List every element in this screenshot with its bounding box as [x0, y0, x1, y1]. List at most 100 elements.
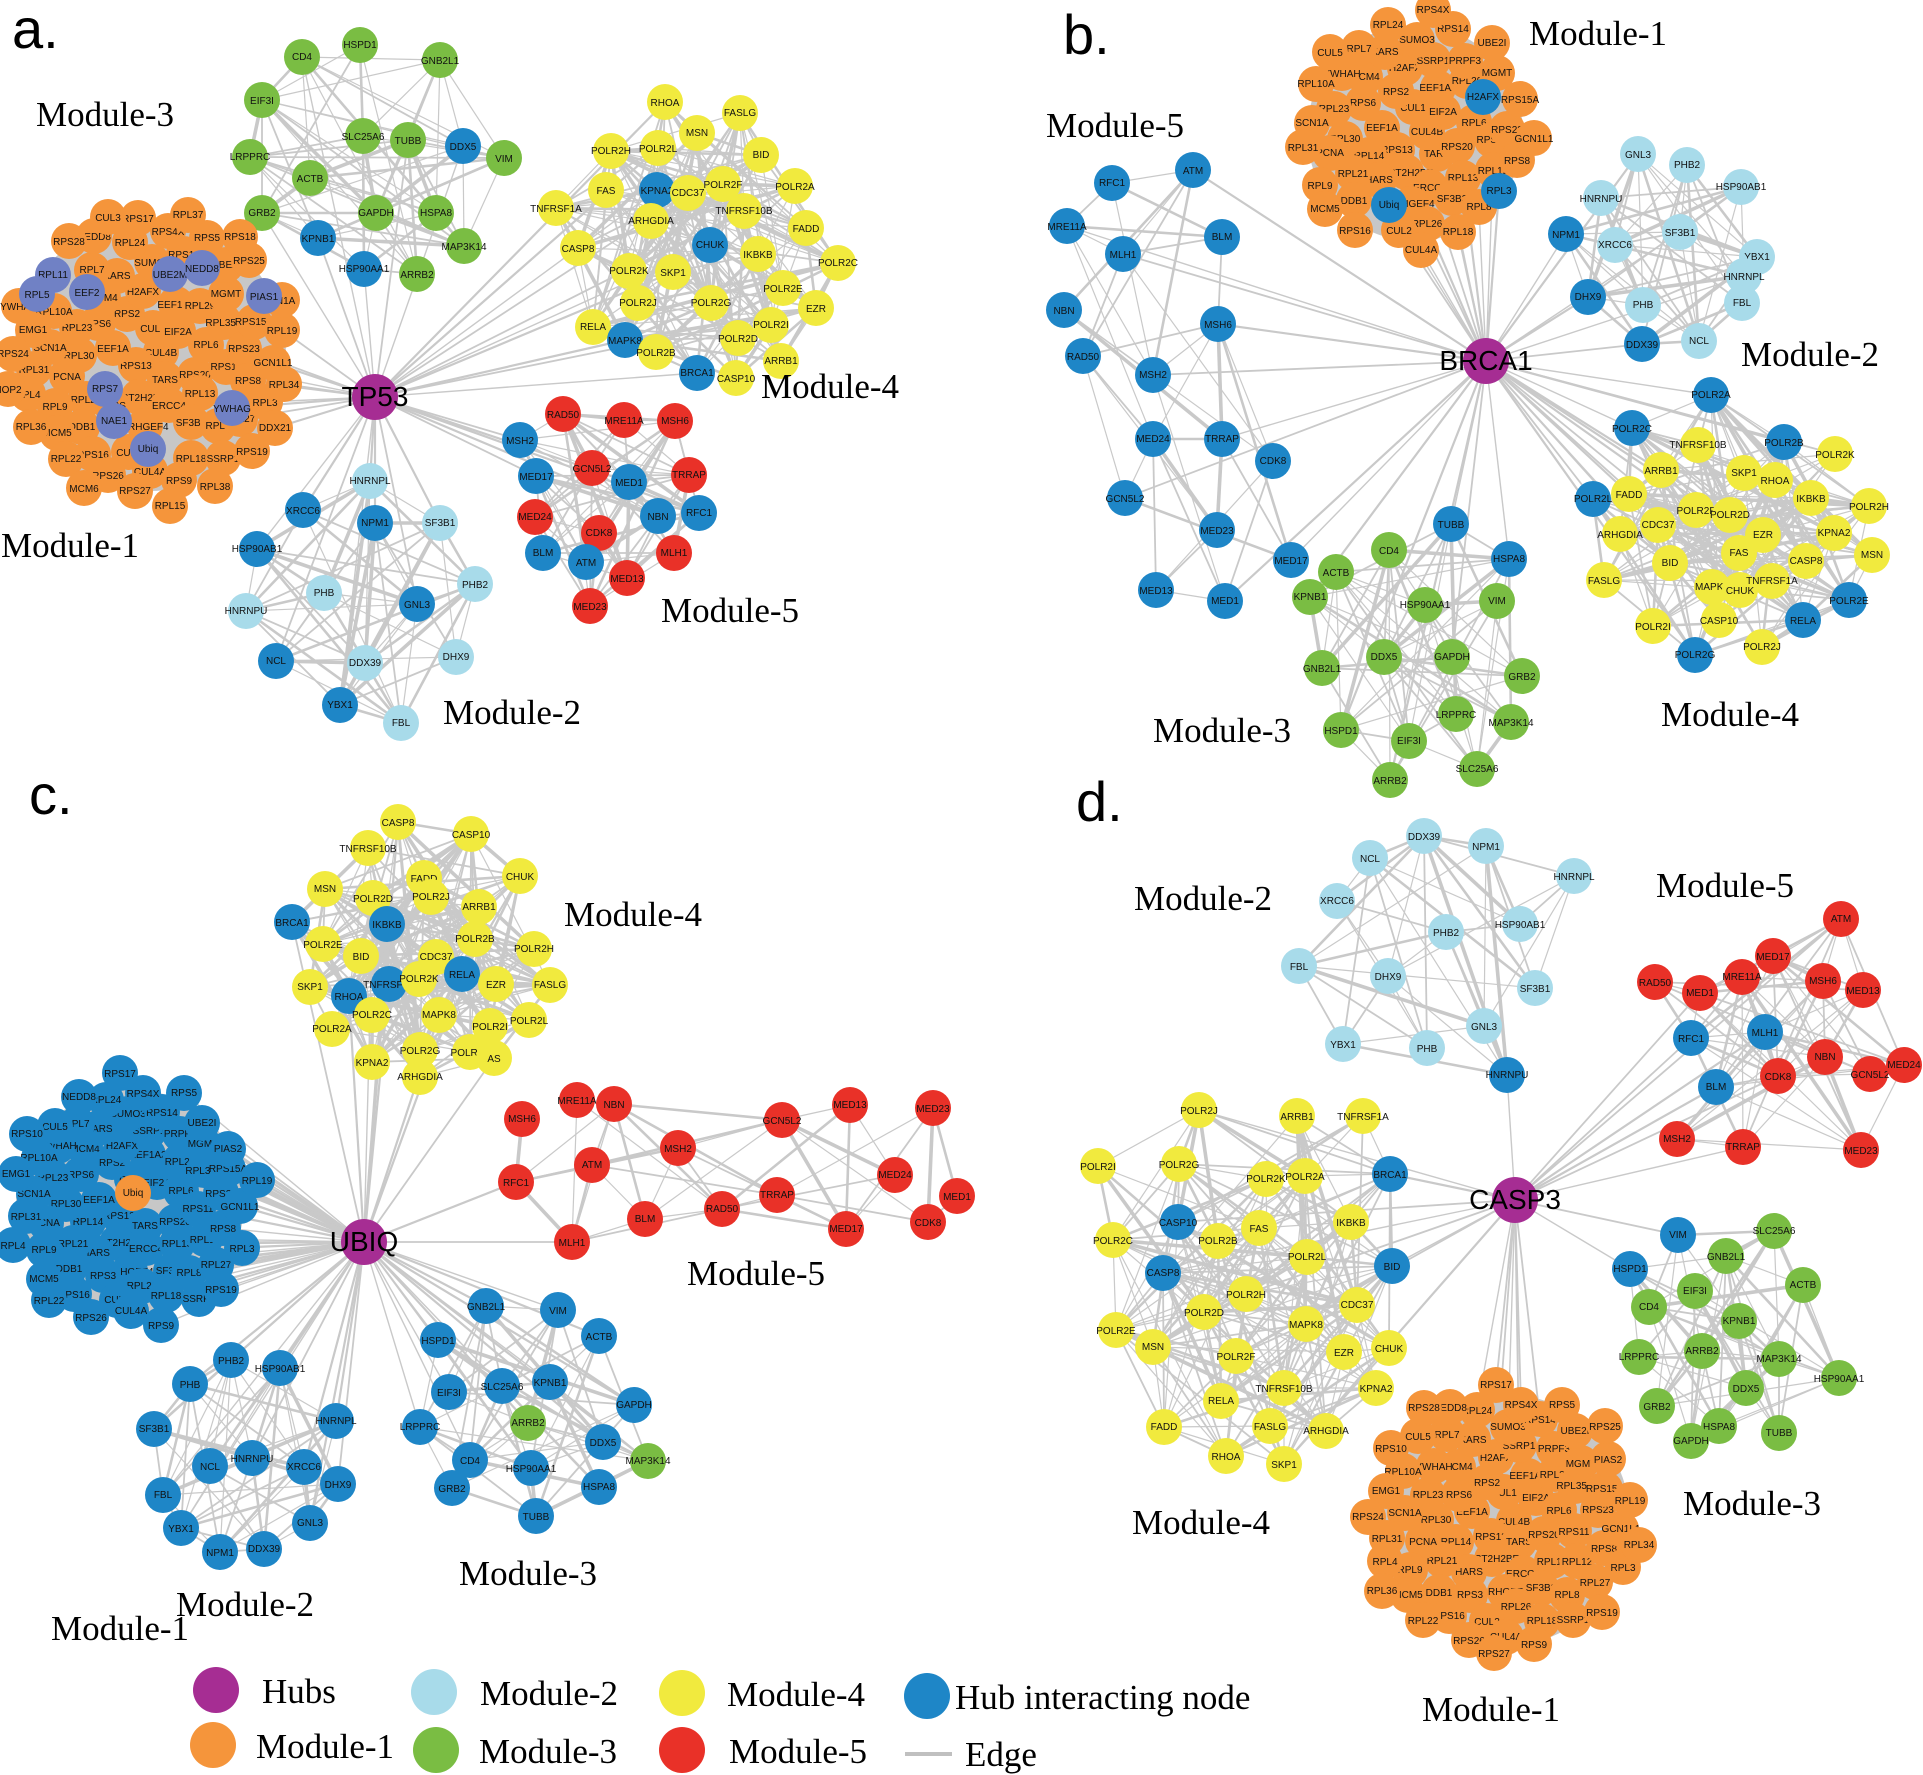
svg-text:VIM: VIM [495, 154, 513, 165]
svg-text:RPL9: RPL9 [42, 402, 67, 413]
svg-text:RPS9: RPS9 [148, 1321, 175, 1332]
svg-text:Module-5: Module-5 [1046, 106, 1184, 145]
svg-text:RPL19: RPL19 [267, 326, 298, 337]
svg-text:FAS: FAS [1250, 1224, 1269, 1235]
svg-text:POLR2K: POLR2K [1815, 450, 1855, 461]
svg-text:ERCC4: ERCC4 [1413, 183, 1447, 194]
svg-text:NEDD8: NEDD8 [62, 1092, 96, 1103]
svg-text:POLR2E: POLR2E [1096, 1326, 1136, 1337]
svg-text:SKP1: SKP1 [1271, 1460, 1297, 1471]
svg-text:NPM1: NPM1 [206, 1548, 234, 1559]
svg-text:MRE11A: MRE11A [1722, 972, 1762, 983]
svg-text:HSPD1: HSPD1 [1613, 1264, 1647, 1275]
svg-text:KPNA2: KPNA2 [356, 1058, 389, 1069]
svg-text:CASP3: CASP3 [1469, 1184, 1561, 1215]
svg-text:RPS13: RPS13 [1475, 1532, 1507, 1543]
svg-text:RPS8: RPS8 [1591, 1544, 1618, 1555]
svg-text:RPS2: RPS2 [1474, 1478, 1501, 1489]
svg-text:H2AFX: H2AFX [1389, 63, 1422, 74]
svg-text:GCN1L1: GCN1L1 [1515, 134, 1554, 145]
svg-text:HIST2H2BE: HIST2H2BE [90, 1238, 145, 1249]
svg-text:RPL31: RPL31 [1372, 1534, 1403, 1545]
svg-text:RPS5: RPS5 [194, 233, 221, 244]
svg-text:RPL31: RPL31 [19, 365, 50, 376]
svg-text:Module-3: Module-3 [1683, 1484, 1821, 1523]
svg-text:RPS19: RPS19 [236, 447, 268, 458]
svg-text:MED13: MED13 [833, 1100, 867, 1111]
svg-text:POLR2B: POLR2B [1198, 1236, 1238, 1247]
svg-text:MCM5: MCM5 [42, 428, 72, 439]
svg-text:DHX9: DHX9 [1375, 972, 1402, 983]
svg-text:DDX5: DDX5 [590, 1438, 617, 1449]
svg-text:RPS2: RPS2 [99, 1158, 126, 1169]
svg-text:Module-1: Module-1 [256, 1727, 394, 1766]
svg-text:ARRB2: ARRB2 [400, 270, 434, 281]
svg-text:BRCA1: BRCA1 [680, 368, 714, 379]
svg-text:FBL: FBL [392, 718, 411, 729]
svg-text:SKP1: SKP1 [297, 982, 323, 993]
svg-text:RPL31: RPL31 [11, 1212, 42, 1223]
svg-text:RPS15A: RPS15A [235, 317, 274, 328]
svg-text:RPS27: RPS27 [1478, 1649, 1510, 1660]
svg-text:CHUK: CHUK [1726, 586, 1755, 597]
svg-text:MRE11A: MRE11A [604, 416, 644, 427]
svg-text:MAPK8: MAPK8 [1695, 582, 1729, 593]
svg-text:TNFRSF1A: TNFRSF1A [1746, 576, 1798, 587]
svg-text:MGMT: MGMT [1566, 1459, 1597, 1470]
svg-text:CHUK: CHUK [696, 240, 725, 251]
svg-text:Ubiq: Ubiq [138, 444, 159, 455]
svg-text:PRPF3: PRPF3 [1538, 1444, 1571, 1455]
svg-text:RPL4: RPL4 [0, 1241, 25, 1252]
svg-text:EZR: EZR [486, 980, 506, 991]
svg-text:POLR2F: POLR2F [1217, 1352, 1256, 1363]
svg-text:MED1: MED1 [1211, 596, 1239, 607]
svg-text:RPL24: RPL24 [1462, 1406, 1493, 1417]
svg-text:MED23: MED23 [1844, 1146, 1878, 1157]
svg-text:BID: BID [753, 150, 770, 161]
svg-text:TUBB: TUBB [523, 1512, 550, 1523]
svg-text:GCN1L1: GCN1L1 [221, 1202, 260, 1213]
svg-text:IKBKB: IKBKB [1336, 1218, 1366, 1229]
svg-text:POLR2L: POLR2L [639, 144, 678, 155]
svg-text:CUL5: CUL5 [42, 1122, 68, 1133]
svg-text:ARRB1: ARRB1 [1280, 1112, 1314, 1123]
svg-text:RPS17: RPS17 [1480, 1380, 1512, 1391]
svg-text:SLC25A6: SLC25A6 [481, 1382, 524, 1393]
svg-text:RPL30: RPL30 [1421, 1515, 1452, 1526]
svg-text:RPS2: RPS2 [1383, 87, 1410, 98]
svg-text:RPL26: RPL26 [1501, 1602, 1532, 1613]
svg-text:RPS14: RPS14 [1524, 1415, 1556, 1426]
svg-text:DDB1: DDB1 [69, 422, 96, 433]
svg-text:EIF2A: EIF2A [1522, 1493, 1550, 1504]
svg-text:MAPK8: MAPK8 [422, 1010, 456, 1021]
svg-text:GNB2L1: GNB2L1 [421, 56, 460, 67]
svg-text:CUL1: CUL1 [140, 324, 166, 335]
svg-text:DDX39: DDX39 [248, 1544, 281, 1555]
svg-text:POLR2K: POLR2K [1246, 1174, 1286, 1185]
svg-text:NBN: NBN [1053, 306, 1074, 317]
svg-text:VIM: VIM [1488, 596, 1506, 607]
svg-text:BID: BID [1662, 558, 1679, 569]
svg-text:DDX5: DDX5 [450, 142, 477, 153]
svg-text:CDC37: CDC37 [420, 952, 453, 963]
svg-text:MED13: MED13 [610, 574, 644, 585]
svg-text:RPL24: RPL24 [91, 1095, 122, 1106]
svg-text:MAP3K14: MAP3K14 [441, 242, 486, 253]
svg-text:RPL3: RPL3 [1610, 1563, 1635, 1574]
svg-text:DDX39: DDX39 [349, 658, 382, 669]
svg-text:POLR2G: POLR2G [691, 298, 732, 309]
svg-text:MLH1: MLH1 [1752, 1028, 1779, 1039]
svg-text:RPS16: RPS16 [1339, 226, 1371, 237]
svg-text:EEF1A2: EEF1A2 [1419, 83, 1457, 94]
svg-text:PIAS2: PIAS2 [1594, 1455, 1623, 1466]
svg-text:RPS9: RPS9 [166, 476, 193, 487]
svg-text:HIST2H2BE: HIST2H2BE [1465, 1554, 1520, 1565]
svg-text:YBX1: YBX1 [1330, 1040, 1356, 1051]
svg-text:EZR: EZR [1334, 1348, 1354, 1359]
svg-text:SUMO3: SUMO3 [1399, 35, 1435, 46]
svg-text:MGMT: MGMT [1482, 68, 1513, 79]
svg-text:HNRNPU: HNRNPU [231, 1454, 274, 1465]
svg-text:HSPA8: HSPA8 [420, 208, 452, 219]
svg-text:SCN1A: SCN1A [33, 343, 67, 354]
svg-text:PRPF3: PRPF3 [164, 1129, 197, 1140]
